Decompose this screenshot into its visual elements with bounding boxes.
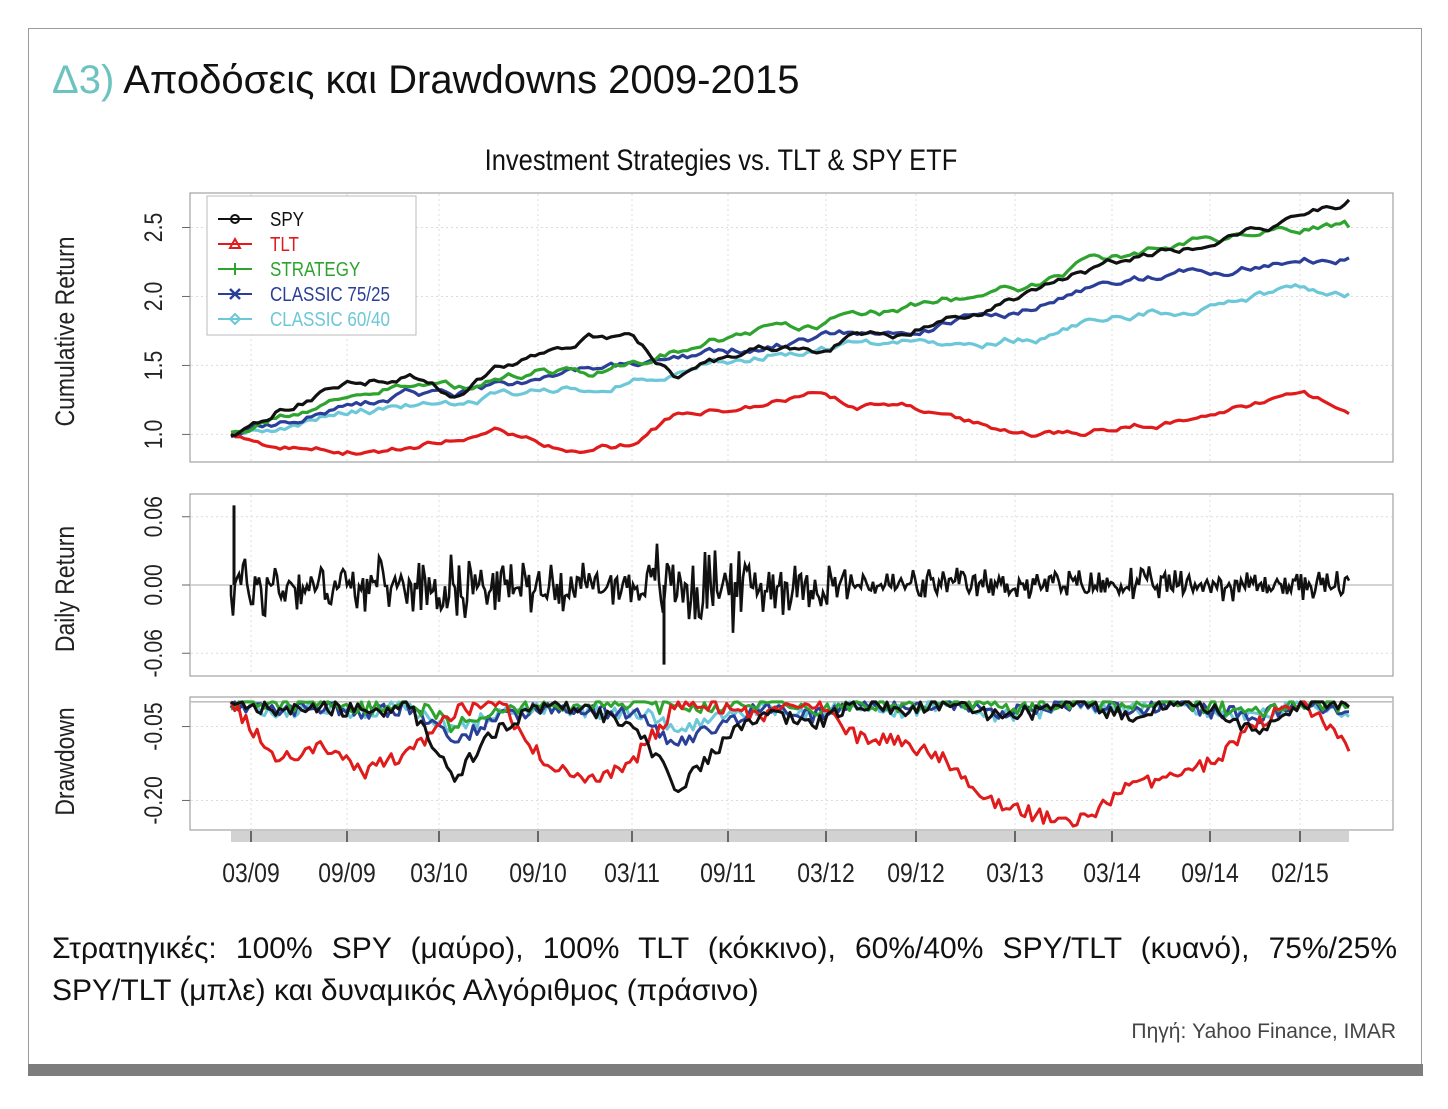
x-tick-label: 09/11 <box>700 858 756 888</box>
y-tick-label: 2.0 <box>139 282 167 312</box>
legend-label: STRATEGY <box>270 258 360 281</box>
cumulative-return-panel <box>182 194 1392 461</box>
chart-title: Investment Strategies vs. TLT & SPY ETF <box>485 143 958 176</box>
drawdown-panel <box>182 698 1392 829</box>
y-tick-label: 1.5 <box>139 351 167 381</box>
y-tick-label: -0.20 <box>139 776 167 824</box>
legend-label: CLASSIC 75/25 <box>270 283 390 306</box>
y-tick-label: -0.06 <box>139 629 167 677</box>
y-tick-label: 0.06 <box>139 496 167 537</box>
x-tick-label: 09/09 <box>318 858 375 888</box>
chart-caption: Στρατηγικές: 100% SPY (μαύρο), 100% TLT … <box>52 932 1397 1007</box>
daily-return-line <box>229 543 1351 633</box>
x-tick-label: 03/10 <box>410 858 467 888</box>
legend-marker <box>229 288 241 300</box>
series-tlt-line <box>230 389 1350 456</box>
y-tick-label: -0.05 <box>139 702 167 750</box>
legend-label: CLASSIC 60/40 <box>270 308 390 331</box>
legend-item-strategy <box>218 263 252 275</box>
x-tick-label: 09/14 <box>1181 858 1238 888</box>
legend-marker <box>228 236 242 249</box>
x-tick-label: 09/10 <box>509 858 566 888</box>
legend-marker <box>230 214 240 224</box>
legend-item-tlt <box>218 236 252 249</box>
y-tick-label: 0.00 <box>139 564 167 605</box>
x-tick-label: 09/12 <box>887 858 944 888</box>
source-note: Πηγή: Yahoo Finance, IMAR <box>1131 1020 1396 1043</box>
y-axis-label: Cumulative Return <box>50 237 80 427</box>
drawdown-tlt-line <box>229 700 1351 828</box>
series-classic-60-40-line <box>230 283 1350 437</box>
legend-item-classic-60-40 <box>218 312 252 326</box>
x-tick-label: 03/14 <box>1083 858 1140 888</box>
x-tick-label: 03/11 <box>604 858 660 888</box>
drawdown-spy-line <box>230 700 1351 794</box>
x-tick-label: 02/15 <box>1271 858 1328 888</box>
series-spy-line <box>230 198 1351 438</box>
x-axis-band <box>231 831 1349 842</box>
legend <box>206 195 417 336</box>
x-tick-label: 03/13 <box>986 858 1043 888</box>
x-tick-label: 03/09 <box>222 858 279 888</box>
bottom-border-bar <box>28 1064 1423 1076</box>
daily-return-panel <box>182 495 1392 675</box>
legend-label: SPY <box>270 208 304 231</box>
y-axis-label: Daily Return <box>50 526 80 652</box>
legend-item-spy <box>218 214 252 224</box>
slide-heading: Δ3) Αποδόσεις και Drawdowns 2009-2015 <box>52 58 799 103</box>
heading-title: Αποδόσεις και Drawdowns 2009-2015 <box>123 58 800 102</box>
drawdown-strategy-line <box>230 700 1350 734</box>
y-axis-label: Drawdown <box>50 707 80 815</box>
heading-number: Δ3) <box>52 58 115 102</box>
series-classic-75-25-line <box>230 256 1350 439</box>
legend-label: TLT <box>270 233 299 256</box>
x-tick-label: 03/12 <box>797 858 854 888</box>
x-axis <box>231 831 1349 842</box>
y-tick-label: 1.0 <box>139 420 167 450</box>
legend-item-classic-75-25 <box>218 288 252 300</box>
y-tick-label: 2.5 <box>139 213 167 243</box>
legend-marker <box>228 312 242 326</box>
